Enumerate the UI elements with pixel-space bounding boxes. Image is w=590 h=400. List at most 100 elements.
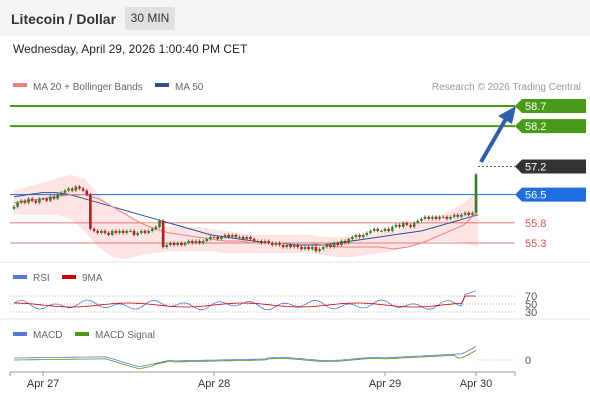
candle-body xyxy=(449,216,452,219)
candle-body xyxy=(441,216,445,218)
candle-body xyxy=(278,243,281,246)
candle-body xyxy=(354,234,358,237)
level-label-56.5: 56.5 xyxy=(525,190,546,202)
ma20-legend-label: MA 20 + Bollinger Bands xyxy=(33,82,143,93)
candle-body xyxy=(63,190,67,193)
candle-body xyxy=(303,247,307,250)
candle-body xyxy=(434,216,438,219)
candle-body xyxy=(361,234,365,237)
candle-body xyxy=(267,240,270,243)
candle-body xyxy=(165,245,169,248)
candle-body xyxy=(256,240,260,242)
candle-body xyxy=(169,243,172,246)
level-tag-58.2 xyxy=(515,119,586,134)
candle-body xyxy=(274,243,278,246)
candles xyxy=(12,172,478,253)
candle-body xyxy=(16,202,19,207)
candle-body xyxy=(67,188,70,191)
candle-body xyxy=(252,238,256,241)
candle-body xyxy=(423,216,427,219)
candle-body xyxy=(398,224,401,227)
candle-body xyxy=(19,200,23,203)
price-levels xyxy=(10,105,515,244)
level-label-58.7: 58.7 xyxy=(525,101,546,113)
candle-body xyxy=(263,240,267,243)
candle-body xyxy=(307,247,310,250)
candle-body xyxy=(183,243,187,246)
candle-body xyxy=(198,240,201,243)
candle-body xyxy=(147,230,150,233)
candle-body xyxy=(343,240,347,243)
candle-body xyxy=(30,198,34,201)
candle-body xyxy=(292,245,296,248)
candle-body xyxy=(340,240,343,246)
candle-body xyxy=(234,234,238,237)
candle-body xyxy=(143,230,147,233)
candle-body xyxy=(92,228,96,231)
rsi-ma-line xyxy=(14,295,477,308)
candle-body xyxy=(74,186,78,191)
candle-body xyxy=(310,247,314,250)
candle-body xyxy=(100,230,103,233)
candle-body xyxy=(445,216,449,219)
macd-signal-line xyxy=(14,350,477,369)
candle-body xyxy=(201,240,205,243)
candle-body xyxy=(412,222,416,227)
candle-body xyxy=(463,212,467,215)
x-axis: Apr 27 Apr 28 Apr 29 Apr 30 xyxy=(9,372,516,390)
candle-body xyxy=(110,230,114,235)
candle-body xyxy=(358,234,361,237)
candle-body xyxy=(438,216,441,219)
candle-body xyxy=(172,243,176,246)
candle-body xyxy=(270,243,274,246)
forecast-arrow-head xyxy=(498,106,516,124)
candle-body xyxy=(136,232,139,235)
candle-body xyxy=(129,230,132,232)
copyright-text: Research © 2026 Trading Central xyxy=(432,82,581,93)
candle-body xyxy=(209,236,212,239)
candle-body xyxy=(351,236,354,239)
rsi-level-label: 70 xyxy=(525,291,537,303)
candle-body xyxy=(89,194,92,229)
candle-body xyxy=(161,220,165,248)
candle-body xyxy=(380,230,383,232)
candle-body xyxy=(332,243,336,248)
candle-body xyxy=(103,230,107,233)
bollinger-bands xyxy=(14,174,478,260)
candle-body xyxy=(81,188,85,191)
candle-body xyxy=(391,226,394,231)
candle-body xyxy=(405,222,409,225)
forecast-arrow-shaft xyxy=(479,115,509,164)
candle-body xyxy=(409,224,412,227)
rsi-level-label: 30 xyxy=(525,307,537,319)
candle-body xyxy=(23,200,27,203)
macd-signal-legend-label: MACD Signal xyxy=(95,330,155,341)
candle-body xyxy=(383,228,387,231)
candle-body xyxy=(296,245,300,248)
candle-body xyxy=(420,218,423,221)
rsi-legend-swatch xyxy=(13,275,27,279)
candle-body xyxy=(49,196,52,201)
candle-body xyxy=(289,245,292,248)
candle-body xyxy=(401,222,405,227)
candle-body xyxy=(205,238,209,241)
candle-body xyxy=(347,238,350,243)
candle-body xyxy=(300,247,303,250)
candle-body xyxy=(107,232,110,235)
candle-body xyxy=(45,198,49,201)
candle-body xyxy=(471,212,474,215)
candle-body xyxy=(78,186,81,189)
candle-body xyxy=(456,214,460,217)
level-labels: 58.7 58.2 57.2 56.5 55.8 55.3 xyxy=(515,99,586,250)
candle-body xyxy=(96,230,99,233)
x-axis-label-Apr-27: Apr 27 xyxy=(27,378,59,390)
level-tag-56.5 xyxy=(515,187,586,202)
candle-body xyxy=(180,243,183,246)
candle-body xyxy=(467,212,471,215)
candle-body xyxy=(376,228,380,231)
candle-body xyxy=(325,245,329,248)
level-label-55.8: 55.8 xyxy=(525,218,546,230)
candle-body xyxy=(194,240,198,243)
timeframe-button[interactable]: 30 MIN xyxy=(125,7,175,30)
macd-legend-label: MACD xyxy=(33,330,62,341)
